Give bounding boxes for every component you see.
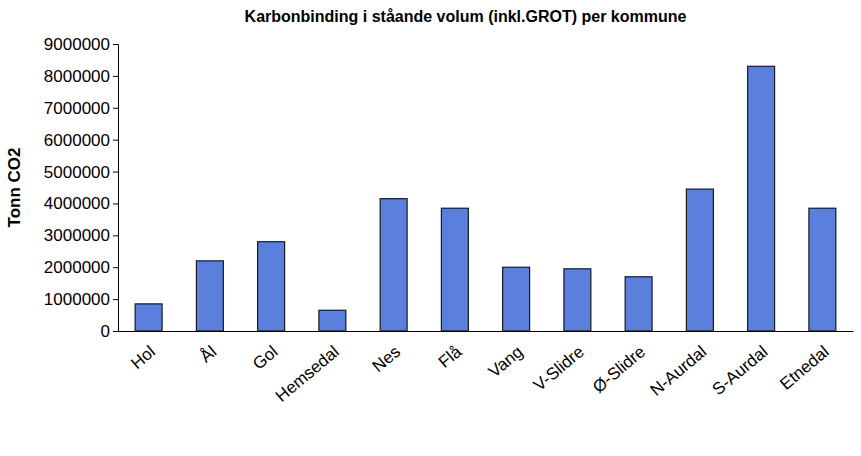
x-tick-label: Vang	[485, 342, 527, 381]
x-tick-label: V-Slidre	[530, 342, 588, 395]
y-tick: 0	[101, 322, 118, 341]
bar	[258, 242, 285, 331]
x-tick: Etnedal	[776, 331, 832, 394]
y-tick-label: 5000000	[44, 162, 110, 181]
x-tick-label: Etnedal	[776, 342, 832, 394]
y-tick-mark	[113, 331, 118, 332]
y-tick-label: 3000000	[44, 226, 110, 245]
x-tick: Hol	[127, 331, 159, 373]
title: Karbonbinding i ståande volum (inkl.GROT…	[245, 8, 687, 25]
y-tick-mark	[113, 267, 118, 268]
y-tick-label: 7000000	[44, 99, 110, 118]
y-axis: 0 1000000 2000000 3000000 4000000 5000000 6000…	[44, 35, 119, 341]
y-tick-mark	[113, 299, 118, 300]
y-tick-mark	[113, 203, 118, 204]
plot: 0 1000000 2000000 3000000 4000000 5000000 6000…	[44, 35, 854, 406]
y-tick-mark	[113, 140, 118, 141]
x-tick: Ø-Slidre	[589, 331, 649, 397]
y-tick: 9000000	[44, 35, 118, 54]
bar	[503, 267, 530, 331]
x-tick: Ål	[196, 331, 220, 366]
x-axis-line	[119, 331, 854, 332]
y-tick: 6000000	[44, 131, 118, 150]
x-tick: Nes	[369, 331, 404, 376]
x-tick-label: Hemsedal	[272, 342, 343, 406]
y-tick: 5000000	[44, 162, 118, 181]
x-axis: Hol Ål GolHemsedal Nes Flå VangV-SlidreØ-Slid…	[119, 331, 854, 406]
y-tick-label: 2000000	[44, 258, 110, 277]
bar	[564, 269, 591, 331]
y-tick-label: 1000000	[44, 290, 110, 309]
x-tick-label: S-Aurdal	[709, 342, 772, 399]
y-tick: 2000000	[44, 258, 118, 277]
y-tick: 3000000	[44, 226, 118, 245]
bar	[625, 277, 652, 331]
x-tick-label: Ål	[196, 342, 220, 366]
bar	[380, 199, 407, 331]
bar	[319, 310, 346, 331]
bar	[748, 66, 775, 331]
y-tick: 8000000	[44, 67, 118, 86]
y-tick-mark	[113, 108, 118, 109]
y-axis-title: Tonn CO2	[5, 148, 24, 228]
x-tick: Hemsedal	[272, 331, 343, 406]
y-tick: 4000000	[44, 194, 118, 213]
y-tick-label: 8000000	[44, 67, 110, 86]
x-tick-label: Ø-Slidre	[589, 342, 649, 397]
y-tick-mark	[113, 76, 118, 77]
x-tick: Vang	[485, 331, 527, 381]
y-tick-label: 4000000	[44, 194, 110, 213]
x-tick: Gol	[249, 331, 281, 374]
y-tick-label: 0	[101, 322, 110, 341]
bar	[809, 208, 836, 331]
chart: 0 1000000 2000000 3000000 4000000 5000000 6000…	[0, 0, 861, 456]
x-tick-label: Flå	[435, 342, 466, 372]
x-tick: V-Slidre	[530, 331, 588, 395]
y-tick: 1000000	[44, 290, 118, 309]
y-axis-line	[113, 45, 119, 332]
bars	[135, 66, 836, 331]
bar	[196, 261, 223, 331]
x-tick: N-Aurdal	[647, 331, 711, 400]
bar	[686, 189, 713, 331]
x-tick: Flå	[435, 331, 466, 372]
x-tick-label: Hol	[127, 342, 159, 373]
x-tick: S-Aurdal	[709, 331, 772, 399]
x-tick-label: Gol	[249, 342, 281, 374]
y-tick-mark	[113, 172, 118, 173]
y-tick-mark	[113, 44, 118, 45]
y-tick-mark	[113, 235, 118, 236]
bar	[135, 304, 162, 331]
bar	[441, 208, 468, 331]
y-tick: 7000000	[44, 99, 118, 118]
x-tick-label: N-Aurdal	[647, 342, 711, 400]
y-tick-label: 6000000	[44, 131, 110, 150]
x-tick-label: Nes	[369, 342, 404, 376]
y-tick-label: 9000000	[44, 35, 110, 54]
